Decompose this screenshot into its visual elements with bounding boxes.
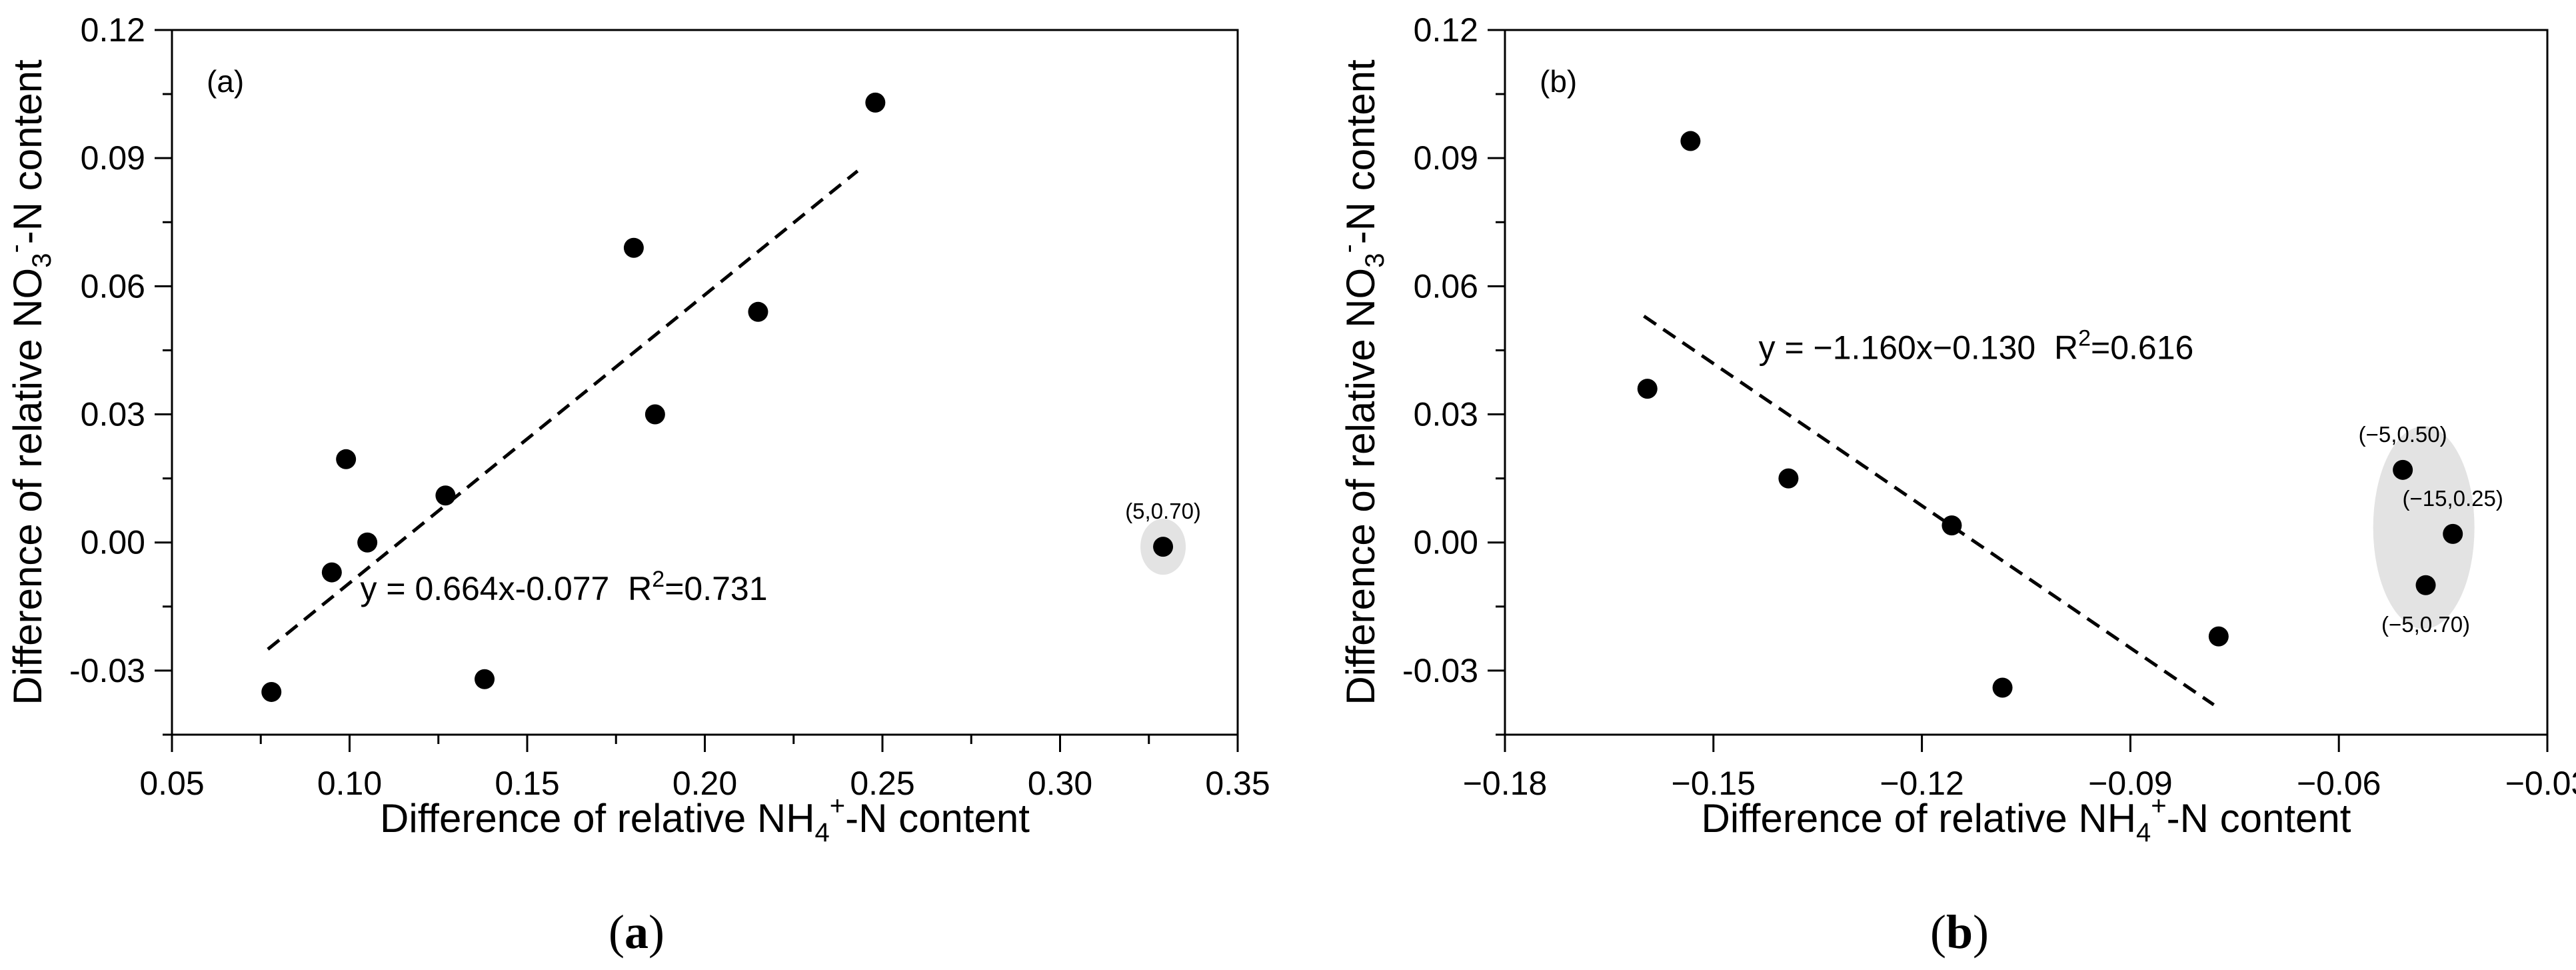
outlier-label: (−5,0.70) <box>2381 612 2470 637</box>
data-point <box>623 237 644 258</box>
y-tick-label: 0.09 <box>81 139 145 177</box>
plot-frame <box>1504 29 2549 736</box>
outlier-label: (−15,0.25) <box>2403 486 2503 511</box>
data-point <box>336 449 357 469</box>
y-tick-label: 0.09 <box>1414 139 1478 177</box>
data-point <box>1941 515 1962 536</box>
panel-caption: (b) <box>1930 905 1989 959</box>
outlier-point <box>2443 523 2463 544</box>
data-point <box>321 562 342 583</box>
outlier-label: (−5,0.50) <box>2359 422 2447 447</box>
x-tick-label: −0.09 <box>2088 765 2173 802</box>
data-point <box>475 669 495 689</box>
y-tick-label: 0.12 <box>81 11 145 49</box>
fit-line <box>1643 315 2215 707</box>
data-point <box>261 681 282 702</box>
outlier-point <box>1153 537 1174 557</box>
data-point <box>865 92 886 113</box>
panel-tag: (a) <box>207 64 244 99</box>
outlier-point <box>2393 459 2413 480</box>
y-axis-title: Difference of relative NO3--N content <box>1 59 57 705</box>
panel-a: 0.05 0.10 0.15 0.20 0.25 0.30 0.35 -0.03 0.00 0.0… <box>1 11 1270 959</box>
y-tick-label: 0.00 <box>1414 524 1478 561</box>
data-point <box>2208 626 2229 647</box>
x-tick-label: 0.30 <box>1028 765 1092 802</box>
panel-b: −0.18 −0.15 −0.12 −0.09 −0.06 −0.03 -0.03 0.00 0… <box>1334 11 2576 959</box>
y-tick-label: 0.03 <box>81 396 145 433</box>
y-axis-title: Difference of relative NO3--N content <box>1334 59 1390 705</box>
x-tick-label: −0.15 <box>1672 765 1756 802</box>
data-point <box>748 301 768 322</box>
outlier-label: (5,0.70) <box>1125 499 1201 523</box>
data-point <box>357 532 378 553</box>
x-tick-label: 0.05 <box>139 765 204 802</box>
data-point <box>644 404 665 425</box>
y-tick-label: 0.12 <box>1414 11 1478 49</box>
panel-tag: (b) <box>1540 64 1577 99</box>
y-tick-label: 0.00 <box>81 524 145 561</box>
x-tick-label: −0.12 <box>1880 765 1964 802</box>
y-tick-label: 0.06 <box>81 267 145 305</box>
plot-frame <box>171 29 1239 736</box>
x-tick-label: −0.06 <box>2297 765 2381 802</box>
data-point <box>1680 131 1701 151</box>
regression-equation: y = −1.160x−0.130 R2=0.616 <box>1759 325 2194 366</box>
data-point <box>1992 677 2013 698</box>
x-tick-label: 0.10 <box>317 765 382 802</box>
data-point <box>1778 468 1799 489</box>
outlier-point <box>2415 575 2436 595</box>
x-axis-title: Difference of relative NH4+-N content <box>380 791 1030 847</box>
regression-equation: y = 0.664x-0.077 R2=0.731 <box>360 567 767 607</box>
data-point <box>1637 379 1658 399</box>
x-tick-label: 0.25 <box>850 765 914 802</box>
y-tick-label: 0.03 <box>1414 396 1478 433</box>
x-tick-label: 0.35 <box>1205 765 1270 802</box>
x-tick-label: 0.20 <box>672 765 737 802</box>
panel-caption: (a) <box>609 905 664 959</box>
data-point <box>435 485 456 506</box>
x-tick-label: −0.18 <box>1463 765 1548 802</box>
fit-line <box>267 169 859 651</box>
y-tick-label: 0.06 <box>1414 267 1478 305</box>
x-tick-label: 0.15 <box>495 765 559 802</box>
y-tick-label: -0.03 <box>69 652 145 689</box>
x-axis-title: Difference of relative NH4+-N content <box>1702 791 2351 847</box>
y-tick-label: -0.03 <box>1402 652 1478 689</box>
x-tick-label: −0.03 <box>2505 765 2576 802</box>
